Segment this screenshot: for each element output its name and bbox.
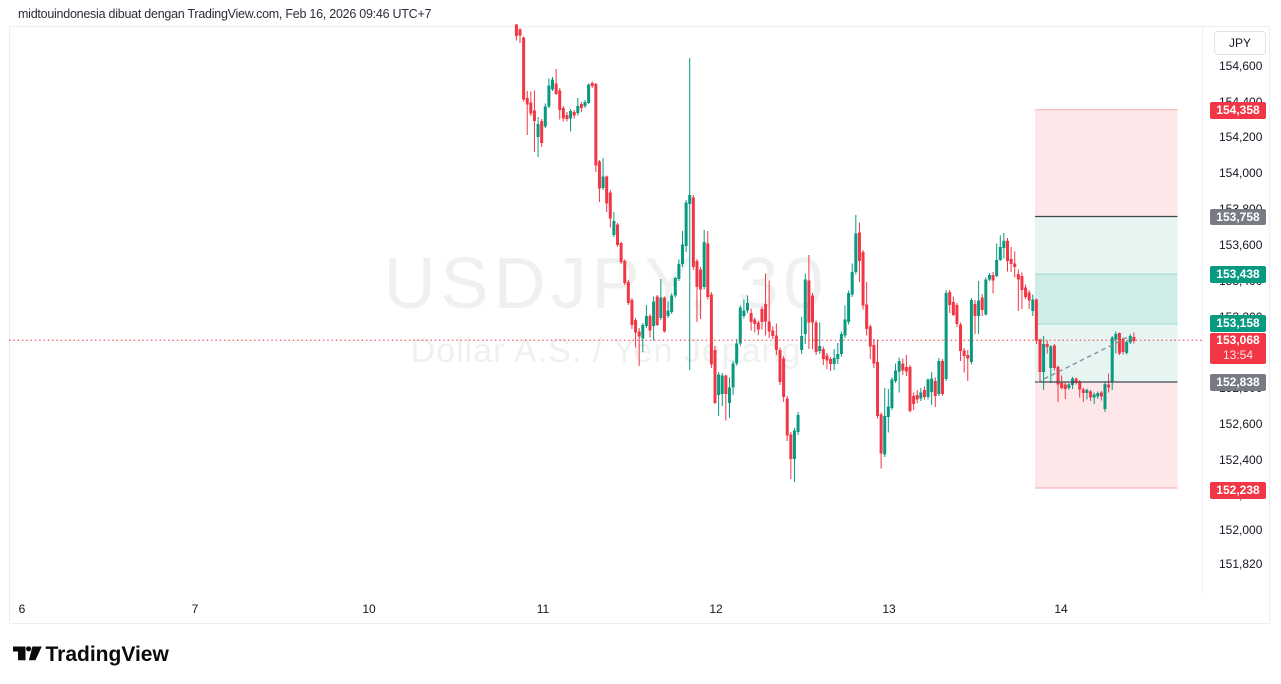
svg-text:TradingView: TradingView — [46, 644, 170, 666]
